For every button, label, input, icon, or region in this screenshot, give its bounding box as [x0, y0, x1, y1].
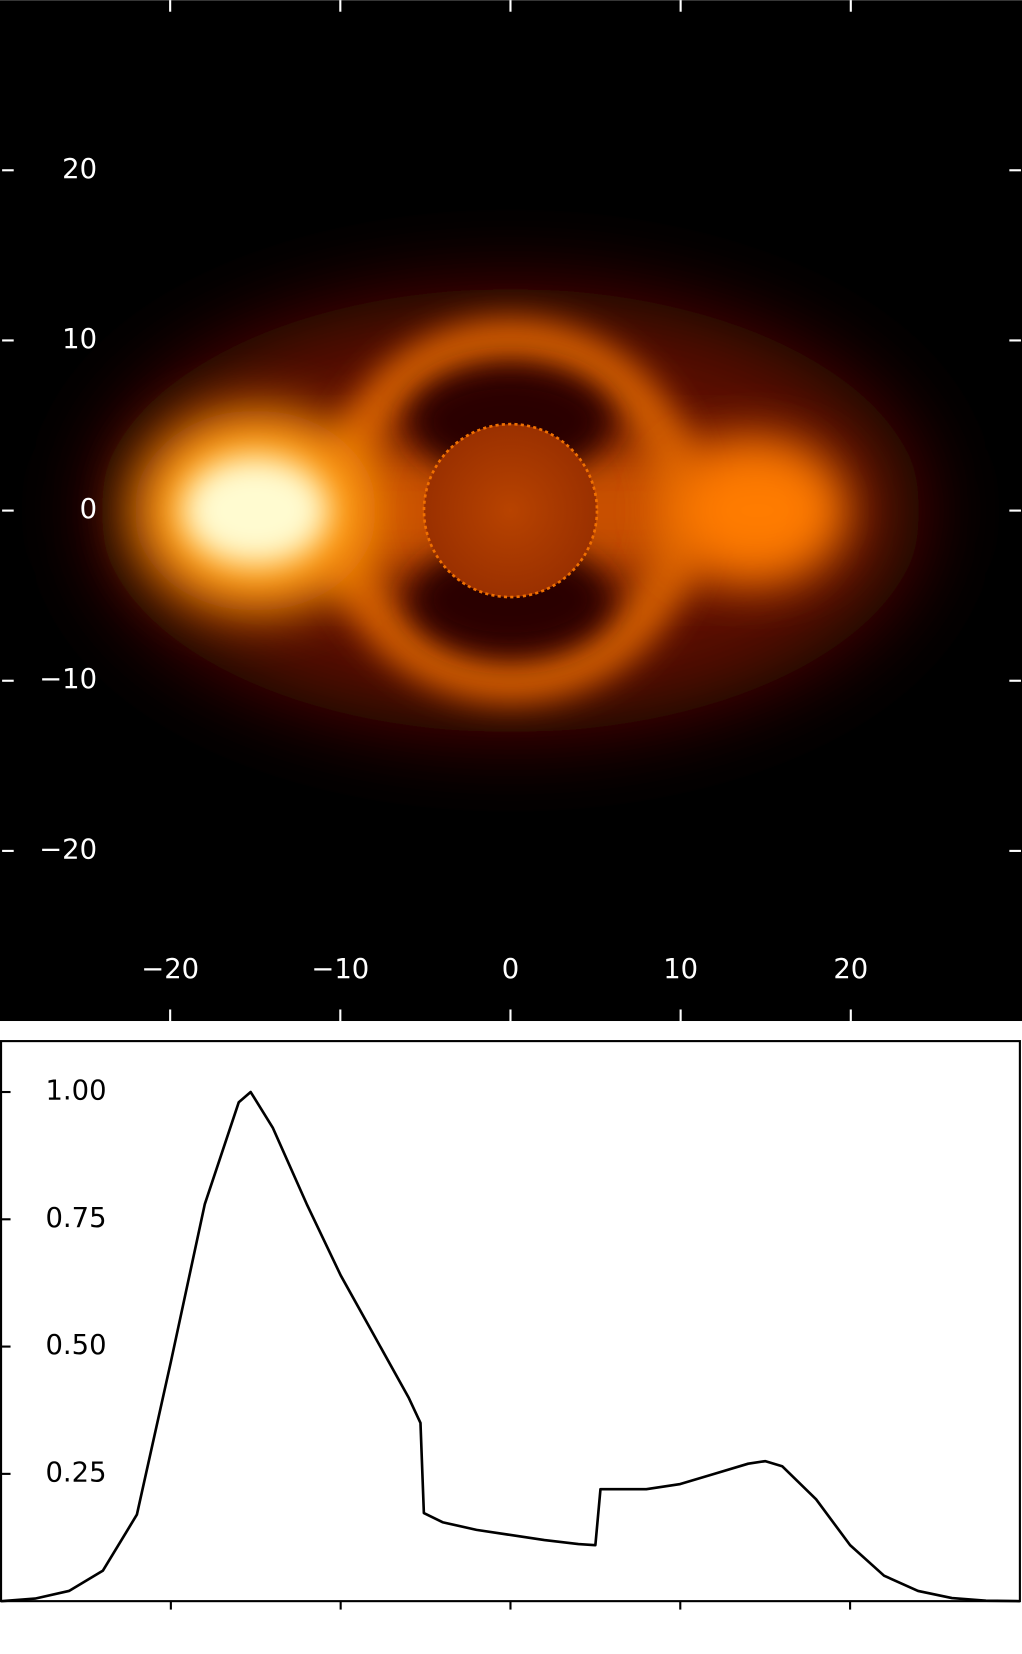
- y-tick-label: −10: [39, 664, 97, 695]
- plot-frame: [0, 1040, 1021, 1603]
- y-tick-label: 0.25: [45, 1457, 106, 1488]
- y-tick-label: 1.00: [45, 1076, 106, 1107]
- heatmap-image: [0, 0, 1022, 1022]
- x-tick-label: 20: [833, 954, 868, 985]
- x-tick-label: −10: [311, 954, 369, 985]
- y-tick-label: 0: [80, 494, 97, 525]
- y-tick-label: 20: [62, 154, 97, 185]
- line-series: [0, 1090, 1020, 1603]
- y-tick-label: 0.50: [45, 1330, 106, 1361]
- y-tick-label: −20: [39, 834, 97, 865]
- y-tick-label: 0.75: [45, 1203, 106, 1234]
- x-tick-label: 0: [502, 954, 519, 985]
- y-tick-label: 10: [62, 324, 97, 355]
- x-tick-label: −20: [141, 954, 199, 985]
- x-tick-label: 10: [663, 954, 698, 985]
